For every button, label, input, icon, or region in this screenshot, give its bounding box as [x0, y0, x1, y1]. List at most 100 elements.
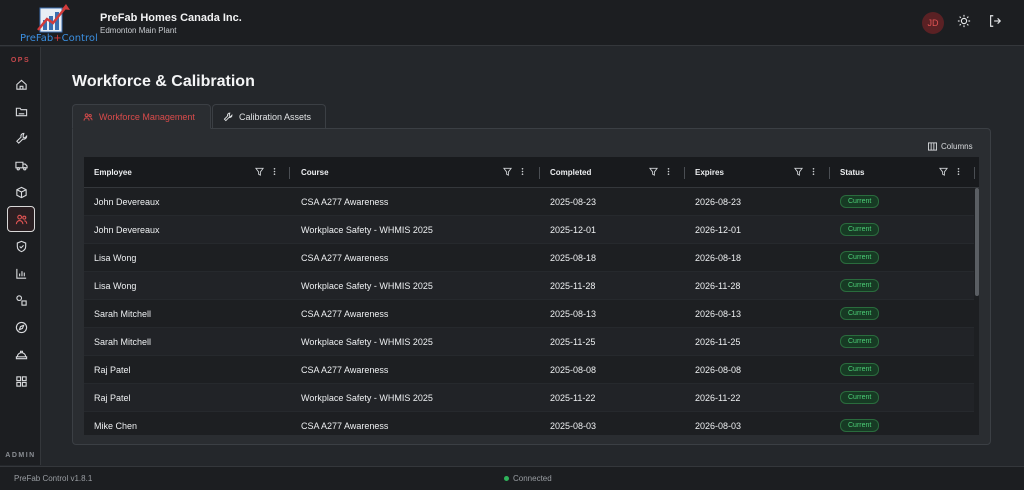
column-actions [503, 167, 527, 176]
table-row[interactable]: Lisa Wong CSA A277 Awareness 2025-08-18 202… [84, 244, 974, 272]
filter-icon[interactable] [649, 167, 658, 176]
cell-course: Workplace Safety - WHMIS 2025 [301, 225, 433, 235]
columns-label: Columns [941, 142, 973, 151]
user-avatar[interactable]: JD [922, 12, 944, 34]
cell-employee: John Devereaux [94, 225, 160, 235]
more-vertical-icon[interactable] [270, 167, 279, 176]
tab-calibration-assets[interactable]: Calibration Assets [212, 104, 326, 129]
column-actions [649, 167, 673, 176]
more-vertical-icon[interactable] [954, 167, 963, 176]
status-badge: Current [840, 419, 880, 432]
shapes-icon[interactable] [7, 287, 35, 313]
filter-icon[interactable] [794, 167, 803, 176]
table-row[interactable]: John Devereaux CSA A277 Awareness 2025-08-… [84, 188, 974, 216]
cell-employee: Raj Patel [94, 393, 131, 403]
cell-expires: 2026-08-18 [695, 253, 742, 263]
tab-label: Calibration Assets [239, 112, 312, 122]
filter-icon[interactable] [255, 167, 264, 176]
cell-course: CSA A277 Awareness [301, 365, 389, 375]
table-row[interactable]: Mike Chen CSA A277 Awareness 2025-08-03 202… [84, 412, 974, 435]
cell-completed: 2025-11-25 [550, 337, 596, 347]
column-header-status[interactable]: Status [840, 168, 865, 177]
column-header-employee[interactable]: Employee [94, 168, 132, 177]
table-row[interactable]: Sarah Mitchell Workplace Safety - WHMIS 2… [84, 328, 974, 356]
cell-course: CSA A277 Awareness [301, 253, 389, 263]
app-version: PreFab Control v1.8.1 [14, 474, 93, 483]
column-resize-handle[interactable] [539, 167, 540, 179]
grid-icon[interactable] [7, 368, 35, 394]
cell-completed: 2025-08-18 [550, 253, 597, 263]
column-resize-handle[interactable] [289, 167, 290, 179]
cell-completed: 2025-12-01 [550, 225, 597, 235]
hardhat-icon[interactable] [7, 341, 35, 367]
cell-course: CSA A277 Awareness [301, 309, 389, 319]
tab-workforce-management[interactable]: Workforce Management [72, 104, 211, 129]
more-vertical-icon[interactable] [518, 167, 527, 176]
app-logo[interactable] [16, 3, 96, 45]
column-resize-handle[interactable] [974, 167, 975, 179]
column-header-course[interactable]: Course [301, 168, 329, 177]
cell-expires: 2026-11-22 [695, 393, 741, 403]
logout-icon[interactable] [988, 14, 1004, 30]
table-row[interactable]: John Devereaux Workplace Safety - WHMIS 2… [84, 216, 974, 244]
wrench-icon[interactable] [7, 125, 35, 151]
table-row[interactable]: Sarah Mitchell CSA A277 Awareness 2025-08-… [84, 300, 974, 328]
cell-course: CSA A277 Awareness [301, 421, 389, 431]
box-icon[interactable] [7, 179, 35, 205]
table-row[interactable]: Raj Patel CSA A277 Awareness 2025-08-08 202… [84, 356, 974, 384]
status-bar: PreFab Control v1.8.1 Connected [0, 466, 1024, 490]
status-badge: Current [840, 363, 880, 376]
status-badge: Current [840, 391, 880, 404]
column-resize-handle[interactable] [829, 167, 830, 179]
cell-expires: 2026-11-28 [695, 281, 741, 291]
cell-course: Workplace Safety - WHMIS 2025 [301, 281, 433, 291]
compass-icon[interactable] [7, 314, 35, 340]
cell-completed: 2025-11-22 [550, 393, 596, 403]
column-resize-handle[interactable] [684, 167, 685, 179]
cell-employee: Sarah Mitchell [94, 309, 152, 319]
cell-completed: 2025-08-08 [550, 365, 597, 375]
cell-expires: 2026-08-23 [695, 197, 742, 207]
sidebar: OPS ADMIN [0, 47, 41, 465]
admin-section-label: ADMIN [5, 452, 36, 459]
columns-button[interactable]: Columns [928, 142, 973, 151]
table-row[interactable]: Raj Patel Workplace Safety - WHMIS 2025 20… [84, 384, 974, 412]
status-badge: Current [840, 251, 880, 264]
data-grid: Employee Course Completed Expires Status Joh… [84, 157, 979, 435]
cell-course: Workplace Safety - WHMIS 2025 [301, 393, 433, 403]
status-badge: Current [840, 195, 880, 208]
truck-icon[interactable] [7, 152, 35, 178]
cell-employee: John Devereaux [94, 197, 160, 207]
bar-chart-icon[interactable] [7, 260, 35, 286]
shield-icon[interactable] [7, 233, 35, 259]
plant-name: Edmonton Main Plant [100, 26, 177, 35]
cell-expires: 2026-08-08 [695, 365, 742, 375]
scrollbar-thumb[interactable] [975, 188, 979, 296]
company-name: PreFab Homes Canada Inc. [100, 12, 242, 24]
users-icon [83, 112, 93, 121]
columns-icon [928, 142, 937, 151]
table-row[interactable]: Lisa Wong Workplace Safety - WHMIS 2025 20… [84, 272, 974, 300]
users-icon[interactable] [7, 206, 35, 232]
tab-label: Workforce Management [99, 111, 195, 122]
cell-completed: 2025-08-03 [550, 421, 597, 431]
more-vertical-icon[interactable] [809, 167, 818, 176]
more-vertical-icon[interactable] [664, 167, 673, 176]
cell-employee: Sarah Mitchell [94, 337, 152, 347]
sun-icon[interactable] [957, 14, 973, 30]
column-header-expires[interactable]: Expires [695, 168, 724, 177]
wrench-icon [223, 112, 233, 122]
column-header-completed[interactable]: Completed [550, 168, 592, 177]
logo-wordmark: PreFab+Control [20, 33, 98, 44]
home-icon[interactable] [7, 71, 35, 97]
folder-icon[interactable] [7, 98, 35, 124]
cell-course: Workplace Safety - WHMIS 2025 [301, 337, 433, 347]
status-badge: Current [840, 223, 880, 236]
ops-section-label: OPS [10, 57, 31, 64]
connection-label: Connected [513, 474, 552, 483]
column-actions [794, 167, 818, 176]
cell-expires: 2026-08-03 [695, 421, 742, 431]
cell-expires: 2026-11-25 [695, 337, 741, 347]
filter-icon[interactable] [503, 167, 512, 176]
filter-icon[interactable] [939, 167, 948, 176]
